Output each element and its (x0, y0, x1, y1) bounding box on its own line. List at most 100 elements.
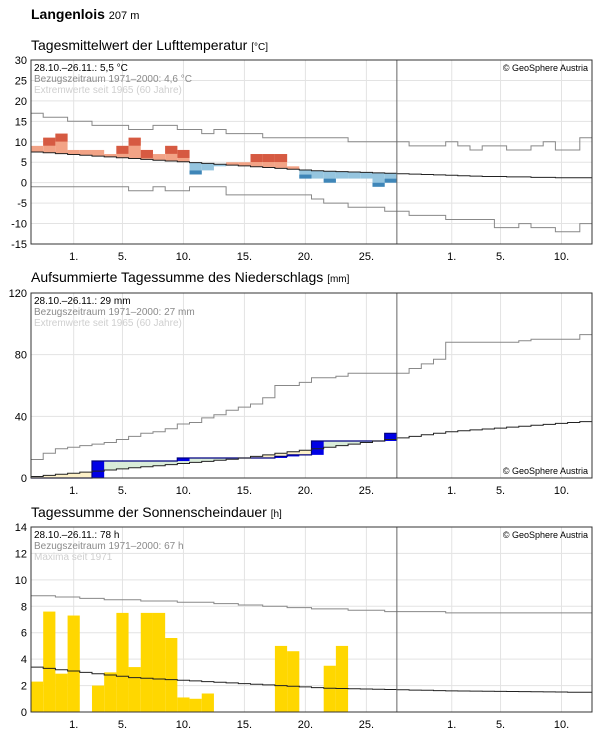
precipitation-anomaly-area (262, 454, 275, 458)
precipitation-reference-line (31, 421, 592, 477)
temperature-y-tick-label: 15 (15, 116, 27, 128)
temperature-anomaly-cap (274, 154, 288, 163)
precipitation-anomaly-area (67, 473, 80, 478)
precipitation-daily-bar (384, 433, 397, 441)
temperature-y-tick-label: 25 (15, 75, 27, 87)
sunshine-daily-bar (67, 615, 80, 712)
sunshine-x-tick-label: 5. (496, 719, 505, 729)
temperature-anomaly-bar (91, 149, 105, 157)
sunshine-y-tick-label: 12 (15, 548, 27, 560)
sunshine-x-tick-label: 5. (118, 719, 127, 729)
precipitation-y-tick-label: 0 (21, 473, 27, 485)
precipitation-title: Aufsummierte Tagessumme des Niederschlag… (31, 269, 349, 285)
temperature-anomaly-cap (55, 133, 68, 142)
precipitation-stat-reference: Bezugszeitraum 1971–2000: 27 mm (34, 307, 195, 318)
precipitation-anomaly-area (140, 461, 153, 467)
sunshine-maxima-line (31, 595, 592, 614)
temperature-anomaly-cap (140, 149, 153, 158)
temperature-extreme-min-line (31, 186, 592, 233)
temperature-anomaly-bar (323, 171, 336, 183)
temperature-anomaly-bar (335, 171, 349, 179)
sunshine-daily-bar (55, 673, 68, 712)
sunshine-stat-extremes: Maxima seit 1971 (34, 552, 113, 563)
temperature-anomaly-bar (201, 163, 214, 171)
precipitation-cumulative-line (31, 432, 397, 479)
temperature-anomaly-cap (323, 178, 336, 183)
temperature-y-tick-label: 10 (15, 137, 27, 149)
temperature-stat-extremes: Extremwerte seit 1965 (60 Jahre) (34, 85, 182, 96)
precipitation-anomaly-area (116, 461, 129, 469)
precipitation-x-tick-label: 20. (298, 485, 313, 497)
temperature-extreme-max-line (31, 112, 592, 151)
sunshine-daily-bar (177, 697, 190, 712)
temperature-anomaly-cap (372, 182, 385, 187)
temperature-x-tick-label: 10. (176, 251, 191, 263)
temperature-anomaly-cap (299, 174, 312, 179)
temperature-anomaly-bar (226, 162, 239, 166)
precipitation-copyright: © GeoSphere Austria (503, 466, 588, 476)
temperature-anomaly-cap (250, 154, 263, 163)
precipitation-x-tick-label: 5. (496, 485, 505, 497)
sunshine-y-tick-label: 0 (21, 707, 27, 719)
precipitation-frame (30, 292, 593, 479)
precipitation-x-tick-label: 10. (176, 485, 191, 497)
temperature-anomaly-bar (384, 173, 397, 183)
sunshine-daily-bar (128, 667, 141, 712)
sunshine-y-tick-label: 2 (21, 681, 27, 693)
sunshine-y-tick-label: 8 (21, 601, 27, 613)
precipitation-daily-bar (274, 456, 288, 458)
precipitation-anomaly-area (213, 457, 227, 461)
precipitation-anomaly-area (299, 450, 312, 455)
precipitation-anomaly-area (360, 441, 373, 443)
sunshine-daily-bar (189, 698, 202, 712)
precipitation-anomaly-area (201, 457, 214, 462)
sunshine-daily-bar (104, 672, 117, 712)
precipitation-anomaly-area (189, 457, 202, 463)
precipitation-anomaly-area (335, 441, 349, 446)
precipitation-daily-bar (311, 441, 324, 455)
precipitation-x-tick-label: 5. (118, 485, 127, 497)
temperature-copyright: © GeoSphere Austria (503, 63, 588, 73)
precipitation-stat-extremes: Extremwerte seit 1965 (60 Jahre) (34, 318, 182, 329)
sunshine-y-tick-label: 14 (15, 522, 27, 534)
temperature-y-tick-label: -5 (17, 198, 27, 210)
precipitation-stat-period: 28.10.–26.11.: 29 mm (34, 296, 131, 307)
temperature-y-tick-label: 0 (21, 178, 27, 190)
precipitation-x-tick-label: 1. (447, 485, 456, 497)
temperature-anomaly-bar (31, 145, 44, 152)
temperature-x-tick-label: 15. (237, 251, 252, 263)
temperature-unit: [°C] (251, 42, 268, 53)
sunshine-stat-period: 28.10.–26.11.: 78 h (34, 530, 119, 541)
temperature-anomaly-bar (189, 162, 202, 175)
precipitation-anomaly-area (55, 474, 68, 478)
temperature-y-tick-label: 5 (21, 157, 27, 169)
temperature-anomaly-bar (360, 172, 373, 179)
precipitation-title-text: Aufsummierte Tagessumme des Niederschlag… (31, 269, 324, 285)
temperature-x-tick-label: 10. (554, 251, 569, 263)
precipitation-y-tick-label: 80 (15, 350, 27, 362)
temperature-anomaly-cap (43, 137, 56, 146)
temperature-anomaly-bar (67, 149, 80, 155)
sunshine-daily-bar (91, 685, 105, 712)
temperature-y-tick-label: 30 (15, 55, 27, 67)
sunshine-daily-bar (116, 612, 129, 712)
temperature-anomaly-cap (165, 145, 178, 154)
sunshine-daily-bar (201, 693, 214, 712)
temperature-anomaly-cap (384, 178, 397, 183)
precipitation-daily-bar (91, 461, 105, 478)
temperature-x-tick-label: 20. (298, 251, 313, 263)
precipitation-x-tick-label: 1. (69, 485, 78, 497)
temperature-anomaly-cap (116, 145, 129, 154)
precipitation-unit: [mm] (327, 274, 350, 285)
precipitation-anomaly-area (79, 472, 92, 478)
temperature-anomaly-bar (104, 154, 117, 157)
temperature-anomaly-cap (177, 149, 190, 158)
temperature-x-tick-label: 5. (118, 251, 127, 263)
temperature-x-tick-label: 25. (359, 251, 374, 263)
temperature-anomaly-cap (128, 137, 141, 146)
temperature-y-tick-label: -15 (11, 239, 27, 251)
temperature-title-text: Tagesmittelwert der Lufttemperatur (31, 37, 248, 53)
temperature-anomaly-cap (262, 154, 275, 163)
precipitation-anomaly-area (128, 461, 141, 468)
temperature-y-tick-label: 20 (15, 96, 27, 108)
